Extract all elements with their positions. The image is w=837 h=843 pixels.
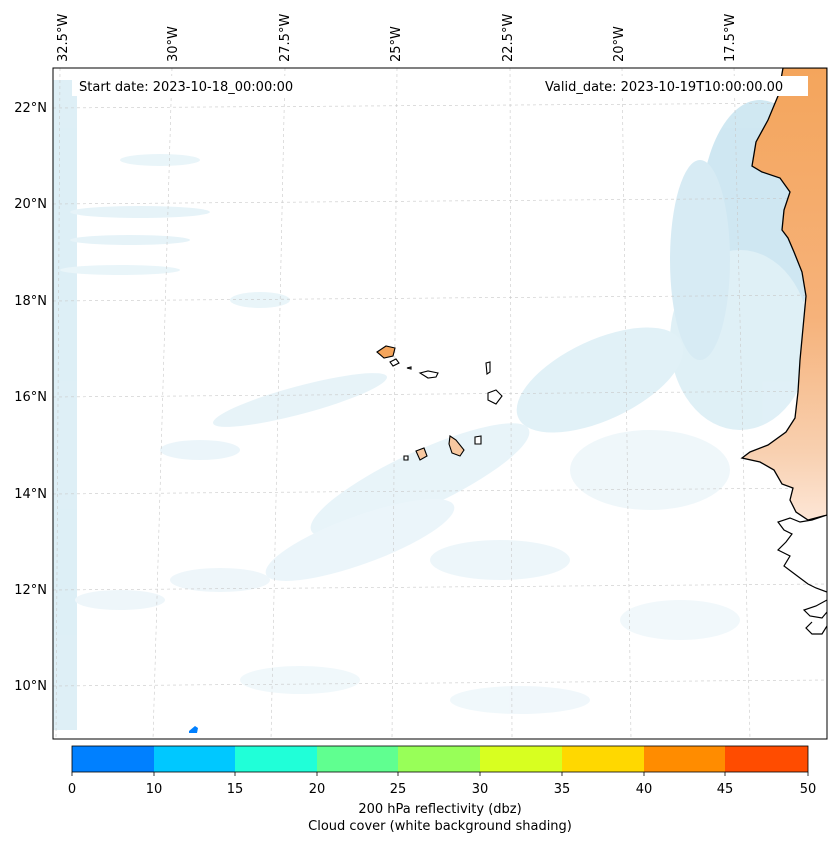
colorbar-tick: 0: [68, 782, 76, 797]
colorbar-tick: 30: [472, 782, 489, 797]
start-date-box: [72, 76, 322, 96]
reflectivity-cell: [189, 726, 198, 733]
latitude-labels: 22°N 20°N 18°N 16°N 14°N 12°N 10°N: [14, 101, 47, 694]
colorbar-segment: [562, 746, 644, 772]
lat-label: 16°N: [14, 390, 47, 405]
island-santa-luzia: [406, 366, 412, 370]
valid-date-label: Valid_date: 2023-10-19T10:00:00.00: [545, 80, 783, 95]
island-sao-vicente: [389, 358, 400, 367]
lon-label: 30°W: [166, 26, 181, 62]
cape-verde-islands: [376, 345, 503, 461]
colorbar-tick: 20: [309, 782, 326, 797]
colorbar-segment: [398, 746, 480, 772]
map-border: [52, 67, 828, 740]
lat-label: 18°N: [14, 294, 47, 309]
colorbar-tick: 45: [717, 782, 734, 797]
island-maio: [474, 435, 482, 445]
mainland-africa: [740, 68, 827, 521]
lat-label: 14°N: [14, 487, 47, 502]
island-santo-antao: [376, 345, 396, 359]
island-brava: [403, 455, 409, 461]
colorbar-segment: [725, 746, 808, 772]
colorbar-tick: 40: [636, 782, 653, 797]
colorbar-segment: [235, 746, 317, 772]
start-date-label: Start date: 2023-10-18_00:00:00: [79, 80, 293, 95]
island-sal: [485, 361, 491, 375]
island-fogo: [415, 447, 428, 461]
lat-label: 10°N: [14, 679, 47, 694]
lon-label: 17.5°W: [723, 14, 738, 62]
colorbar-label: 200 hPa reflectivity (dbz): [358, 802, 521, 817]
lat-label: 12°N: [14, 583, 47, 598]
colorbar: 0 10 15 20 25 30 35 40 45 50 200 hPa ref…: [68, 745, 817, 834]
longitude-labels: 32.5°W 30°W 27.5°W 25°W 22.5°W 20°W 17.5…: [56, 14, 738, 62]
coast-gambia: [776, 514, 827, 593]
colorbar-segment: [480, 746, 562, 772]
lat-label: 22°N: [14, 101, 47, 116]
colorbar-tick: 10: [146, 782, 163, 797]
island-sao-nicolau: [418, 370, 439, 379]
island-boa-vista: [487, 389, 503, 405]
graticule: [53, 68, 827, 739]
colorbar-frame: [71, 745, 809, 773]
cloud-cover-layer: [53, 80, 820, 730]
colorbar-tick: 35: [554, 782, 571, 797]
colorbar-segment: [317, 746, 398, 772]
coast-guinea-bissau: [802, 599, 827, 635]
colorbar-tick: 15: [227, 782, 244, 797]
colorbar-segment: [644, 746, 725, 772]
island-santiago: [448, 435, 465, 457]
lat-label: 20°N: [14, 197, 47, 212]
lon-label: 20°W: [612, 26, 627, 62]
colorbar-sublabel: Cloud cover (white background shading): [308, 819, 572, 834]
colorbar-segment: [72, 746, 154, 772]
colorbar-tick: 25: [390, 782, 407, 797]
lon-label: 27.5°W: [278, 14, 293, 62]
colorbar-tick: 50: [800, 782, 817, 797]
lon-label: 22.5°W: [501, 14, 516, 62]
lon-label: 25°W: [389, 26, 404, 62]
lon-label: 32.5°W: [56, 14, 71, 62]
valid-date-box: [538, 76, 808, 96]
colorbar-segment: [154, 746, 235, 772]
